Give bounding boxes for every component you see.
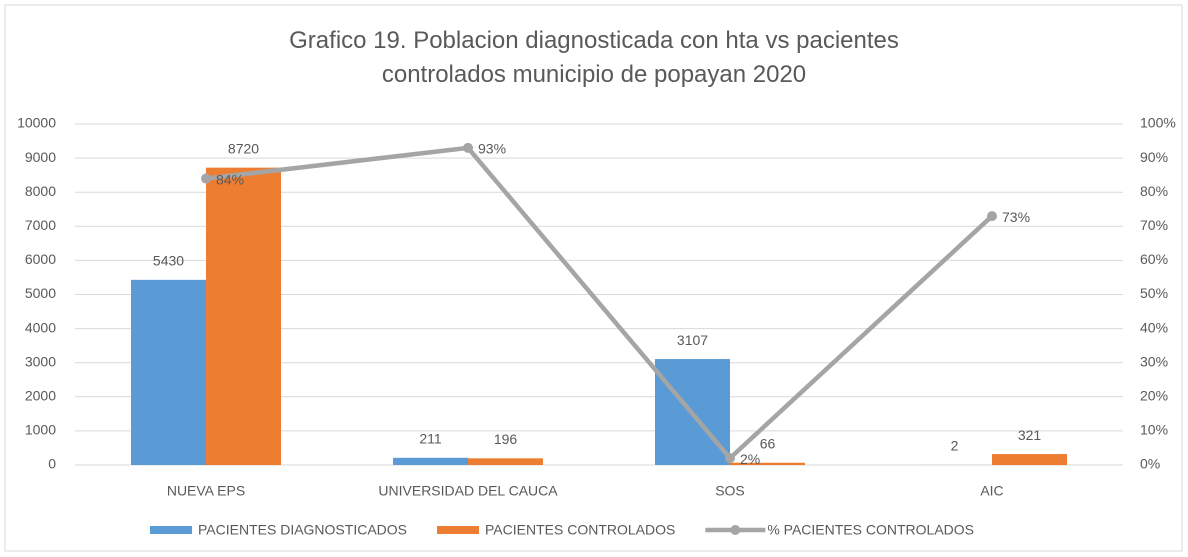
y2-tick-label: 20% xyxy=(1140,388,1168,404)
legend-swatch xyxy=(437,526,479,534)
y2-tick-label: 100% xyxy=(1140,115,1176,131)
line xyxy=(205,145,994,462)
y2-tick-label: 50% xyxy=(1140,285,1168,301)
y2-tick-label: 10% xyxy=(1140,422,1168,438)
y-tick-label: 5000 xyxy=(25,285,56,301)
data-label: 5430 xyxy=(153,253,184,269)
y2-tick-label: 0% xyxy=(1140,456,1160,472)
y-tick-label: 4000 xyxy=(25,319,56,335)
y2-tick-label: 60% xyxy=(1140,251,1168,267)
y-tick-label: 10000 xyxy=(17,115,56,131)
data-label: 2 xyxy=(951,438,959,454)
x-tick-label: UNIVERSIDAD DEL CAUCA xyxy=(378,483,558,499)
line-marker xyxy=(201,173,211,184)
bar xyxy=(206,167,281,465)
data-label: 3107 xyxy=(677,332,708,348)
x-tick-label: AIC xyxy=(980,483,1003,499)
data-label: 73% xyxy=(1002,209,1030,225)
bar xyxy=(992,454,1067,465)
x-tick-label: NUEVA EPS xyxy=(167,483,245,499)
legend-swatch xyxy=(150,526,192,534)
data-label: 93% xyxy=(478,141,506,157)
bar xyxy=(468,458,543,465)
y-tick-label: 2000 xyxy=(25,388,56,404)
legend-label: PACIENTES CONTROLADOS xyxy=(485,522,675,538)
y-tick-label: 0 xyxy=(48,456,56,472)
bar xyxy=(393,457,468,465)
data-label: 196 xyxy=(494,431,518,447)
data-label: 8720 xyxy=(228,140,259,156)
x-tick-label: SOS xyxy=(715,483,745,499)
y2-tick-label: 70% xyxy=(1140,217,1168,233)
y2-tick-label: 80% xyxy=(1140,183,1168,199)
bar xyxy=(131,279,206,465)
y-tick-label: 6000 xyxy=(25,251,56,267)
y-tick-label: 3000 xyxy=(25,353,56,369)
line-marker xyxy=(987,211,997,222)
data-label: 84% xyxy=(216,171,244,187)
y2-tick-label: 30% xyxy=(1140,353,1168,369)
y-tick-label: 7000 xyxy=(25,217,56,233)
bar xyxy=(730,462,805,465)
data-label: 211 xyxy=(419,431,442,447)
chart-title: Grafico 19. Poblacion diagnosticada con … xyxy=(289,27,899,88)
legend-label: % PACIENTES CONTROLADOS xyxy=(767,522,974,538)
y2-tick-label: 40% xyxy=(1140,319,1168,335)
line-marker xyxy=(725,453,735,464)
legend-label: PACIENTES DIAGNOSTICADOS xyxy=(198,522,407,538)
y-tick-label: 1000 xyxy=(25,422,56,438)
y-tick-label: 8000 xyxy=(25,183,56,199)
line-marker xyxy=(463,142,473,153)
y2-tick-label: 90% xyxy=(1140,149,1168,165)
data-label: 321 xyxy=(1018,427,1042,443)
data-label: 2% xyxy=(740,451,760,467)
y-tick-label: 9000 xyxy=(25,149,56,165)
data-label: 66 xyxy=(760,435,776,451)
legend-marker xyxy=(730,525,741,535)
